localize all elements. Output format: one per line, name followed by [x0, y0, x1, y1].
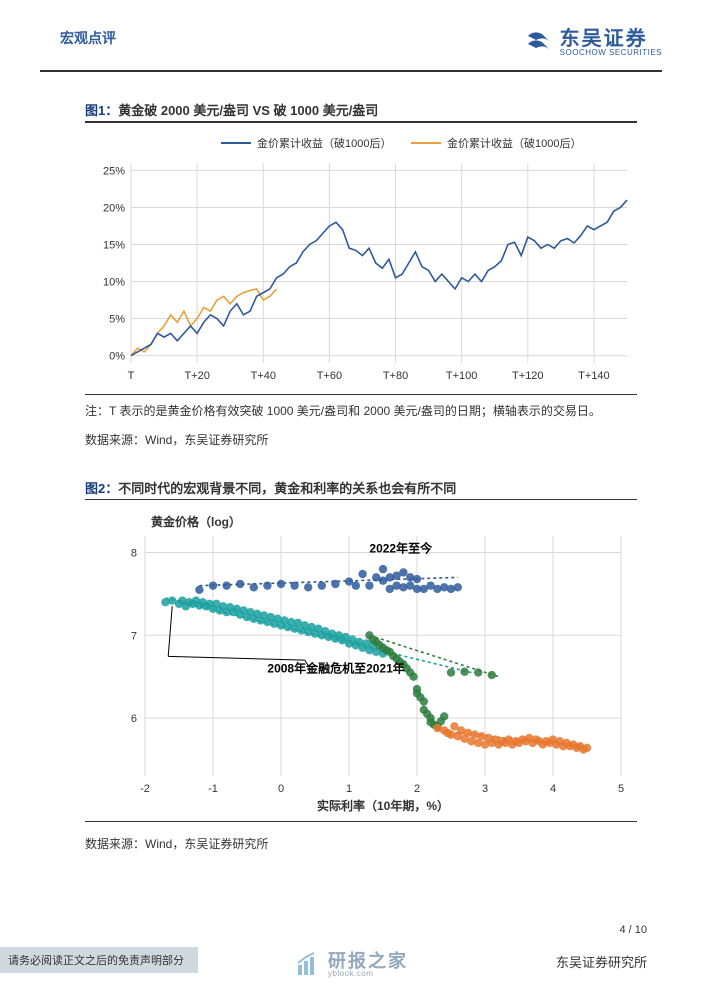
svg-text:T+120: T+120: [512, 370, 544, 382]
watermark-icon: [294, 951, 322, 979]
svg-text:8: 8: [131, 548, 137, 560]
fig1-source: 数据来源：Wind，东吴证券研究所: [85, 431, 637, 448]
logo-icon: [524, 28, 554, 58]
svg-text:5: 5: [618, 783, 624, 795]
svg-text:5%: 5%: [109, 313, 125, 325]
fig1-chart: 0% 5% 10% 15% 20% 25% T T+20 T+40 T+60 T+80 T+100 T+…: [85, 129, 637, 394]
footer-brand: 东吴证券研究所: [556, 952, 647, 971]
svg-text:实际利率（10年期，%）: 实际利率（10年期，%）: [317, 798, 449, 813]
fig2-chart: 6 7 8 -2 -1 0 1 2 3 4 5 黄金价格（log） 实际利率（10年期，%） 2022年至…: [85, 506, 637, 821]
fig2-rule: [85, 499, 637, 501]
logo-text-cn: 东吴证券: [560, 29, 662, 49]
fig1-rule: [85, 121, 637, 123]
svg-text:7: 7: [131, 631, 137, 643]
svg-text:T+80: T+80: [383, 370, 408, 382]
svg-text:20%: 20%: [103, 202, 125, 214]
fig1-note: 注：T 表示的是黄金价格有效突破 1000 美元/盎司和 2000 美元/盎司的…: [85, 394, 637, 421]
disclaimer: 请务必阅读正文之后的免责声明部分: [0, 947, 198, 973]
svg-text:4: 4: [550, 783, 556, 795]
svg-text:1: 1: [346, 783, 352, 795]
svg-text:-1: -1: [208, 783, 218, 795]
watermark-en: yblook.com: [328, 970, 408, 978]
page-header: 宏观点评 东吴证券 SOOCHOW SECURITIES: [0, 0, 702, 70]
svg-text:黄金价格（log）: 黄金价格（log）: [151, 514, 241, 529]
svg-text:金价累计收益（破1000后）: 金价累计收益（破1000后）: [257, 136, 391, 150]
svg-text:T+60: T+60: [317, 370, 342, 382]
logo-text-en: SOOCHOW SECURITIES: [560, 49, 662, 57]
svg-text:15%: 15%: [103, 239, 125, 251]
svg-text:T+140: T+140: [578, 370, 610, 382]
svg-text:T+20: T+20: [184, 370, 209, 382]
svg-text:2: 2: [414, 783, 420, 795]
svg-text:2022年至今: 2022年至今: [369, 541, 433, 556]
svg-text:0%: 0%: [109, 350, 125, 362]
svg-text:6: 6: [131, 713, 137, 725]
page-number: 4 / 10: [619, 924, 647, 936]
svg-text:0: 0: [278, 783, 284, 795]
content: 图1：黄金破 2000 美元/盎司 VS 破 1000 美元/盎司 0%5%10…: [85, 100, 637, 882]
fig1-title: 图1：黄金破 2000 美元/盎司 VS 破 1000 美元/盎司: [85, 100, 637, 119]
svg-text:T+100: T+100: [446, 370, 478, 382]
svg-text:3: 3: [482, 783, 488, 795]
watermark: 研报之家 yblook.com: [294, 951, 408, 979]
svg-text:25%: 25%: [103, 165, 125, 177]
fig2-title: 图2：不同时代的宏观背景不同，黄金和利率的关系也会有所不同: [85, 478, 637, 497]
svg-text:10%: 10%: [103, 276, 125, 288]
watermark-cn: 研报之家: [328, 952, 408, 970]
svg-text:-2: -2: [140, 783, 150, 795]
svg-text:T: T: [128, 370, 135, 382]
svg-text:2008年金融危机至2021年: 2008年金融危机至2021年: [267, 661, 404, 676]
logo: 东吴证券 SOOCHOW SECURITIES: [524, 28, 662, 58]
header-title: 宏观点评: [60, 28, 116, 48]
footer: 请务必阅读正文之后的免责声明部分 研报之家 yblook.com 东吴证券研究所: [0, 936, 702, 991]
svg-text:金价累计收益（破1000后）: 金价累计收益（破1000后）: [447, 136, 581, 150]
fig2-source: 数据来源：Wind，东吴证券研究所: [85, 835, 637, 852]
fig2-bottom-rule: [85, 821, 637, 825]
header-rule: [40, 70, 662, 72]
svg-text:T+40: T+40: [251, 370, 276, 382]
